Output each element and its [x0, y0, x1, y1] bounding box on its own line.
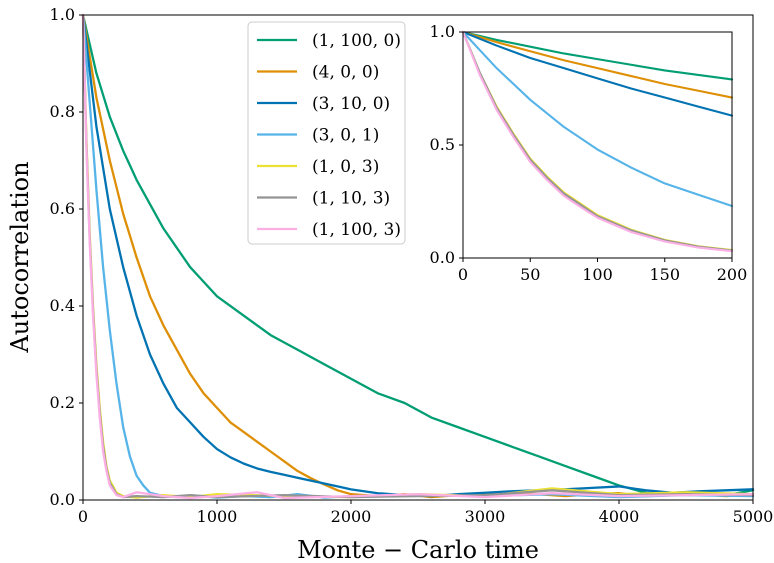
inset-chart: 0 50 100 150 200 0.0 0.5 1.0: [430, 22, 748, 284]
main-x-tick-label-3: 3000: [465, 507, 506, 526]
inset-background: [463, 32, 732, 258]
main-plot-frame: [82, 14, 754, 501]
inset-x-tick-label-2: 100: [582, 265, 613, 284]
legend-label-3: (3, 10, 0): [312, 94, 390, 114]
main-y-tick-label-4: 0.8: [50, 102, 75, 121]
main-series-line-3: [81, 13, 755, 498]
main-x-tick-label-4: 4000: [599, 507, 640, 526]
inset-axes-group: 0 50 100 150 200 0.0 0.5 1.0: [430, 22, 748, 284]
main-y-tick-label-3: 0.6: [50, 199, 75, 218]
main-y-tick-label-5: 1.0: [50, 5, 75, 24]
inset-x-tick-label-4: 200: [717, 265, 748, 284]
inset-y-tick-label-0: 0.0: [430, 248, 455, 267]
legend-label-2: (4, 0, 0): [312, 63, 379, 83]
main-series-line-7: [81, 13, 755, 500]
main-x-tick-label-5: 5000: [733, 507, 774, 526]
main-x-tick-label-2: 2000: [331, 507, 372, 526]
inset-series-line-2: [461, 30, 734, 99]
legend-box: [247, 21, 406, 245]
inset-y-tick-label-2: 1.0: [430, 22, 455, 41]
main-x-tick-label-0: 0: [78, 507, 88, 526]
main-y-tick-label-1: 0.2: [50, 393, 75, 412]
inset-series-line-4: [461, 30, 734, 208]
main-x-tick-label-1: 1000: [197, 507, 238, 526]
legend-label-7: (1, 100, 3): [312, 220, 401, 240]
main-y-tick-label-0: 0.0: [50, 490, 75, 509]
inset-x-tick-label-1: 50: [520, 265, 540, 284]
inset-x-tick-label-3: 150: [649, 265, 680, 284]
legend-label-1: (1, 100, 0): [312, 31, 401, 51]
inset-series-group: [461, 30, 734, 253]
inset-y-tick-label-1: 0.5: [430, 135, 455, 154]
x-axis-label: Monte − Carlo time: [297, 536, 539, 563]
legend: (1, 100, 0) (4, 0, 0) (3, 10, 0) (3, 0, 1) (…: [247, 21, 406, 245]
inset-series-line-7: [461, 30, 734, 253]
legend-label-4: (3, 0, 1): [312, 126, 379, 146]
legend-label-6: (1, 10, 3): [312, 189, 390, 209]
inset-series-line-3: [461, 30, 734, 117]
inset-series-line-1: [461, 30, 734, 81]
inset-x-tick-label-0: 0: [458, 265, 468, 284]
legend-label-5: (1, 0, 3): [312, 157, 379, 177]
main-series-group: [81, 13, 755, 500]
y-axis-label: Autocorrelation: [6, 161, 34, 353]
main-y-tick-label-2: 0.4: [50, 296, 75, 315]
